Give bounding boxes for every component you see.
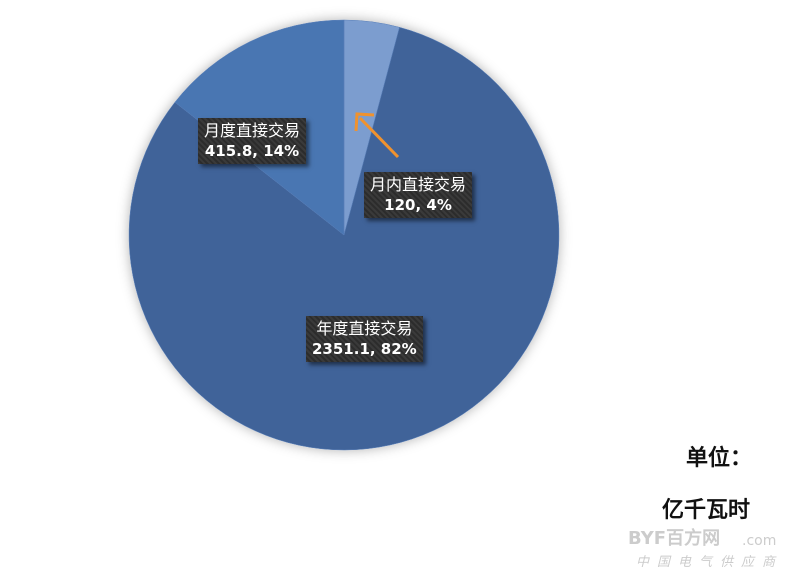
slice-name: 年度直接交易: [316, 319, 413, 338]
annotation-arrowhead: [354, 112, 375, 132]
slice-value: 415.8, 14%: [204, 142, 300, 160]
slice-name: 月内直接交易: [370, 175, 467, 194]
unit-label: 单位：: [686, 446, 753, 471]
slice-name: 月度直接交易: [204, 121, 301, 140]
watermark-tagline: 中国电气供应商: [636, 555, 784, 570]
pie-slice-1: [128, 26, 560, 451]
slice-value: 2351.1, 82%: [312, 340, 417, 358]
data-label-intra-month: 月内直接交易 120, 4%: [364, 172, 473, 218]
unit-value: 亿千瓦时: [662, 498, 751, 523]
data-label-monthly: 月度直接交易 415.8, 14%: [198, 118, 307, 164]
annotation-arrow: [358, 116, 400, 159]
data-label-annual: 年度直接交易 2351.1, 82%: [306, 316, 423, 362]
slice-value: 120, 4%: [384, 196, 452, 214]
watermark-domain: .com: [742, 533, 777, 549]
watermark-brand: BYF百方网: [628, 528, 721, 549]
